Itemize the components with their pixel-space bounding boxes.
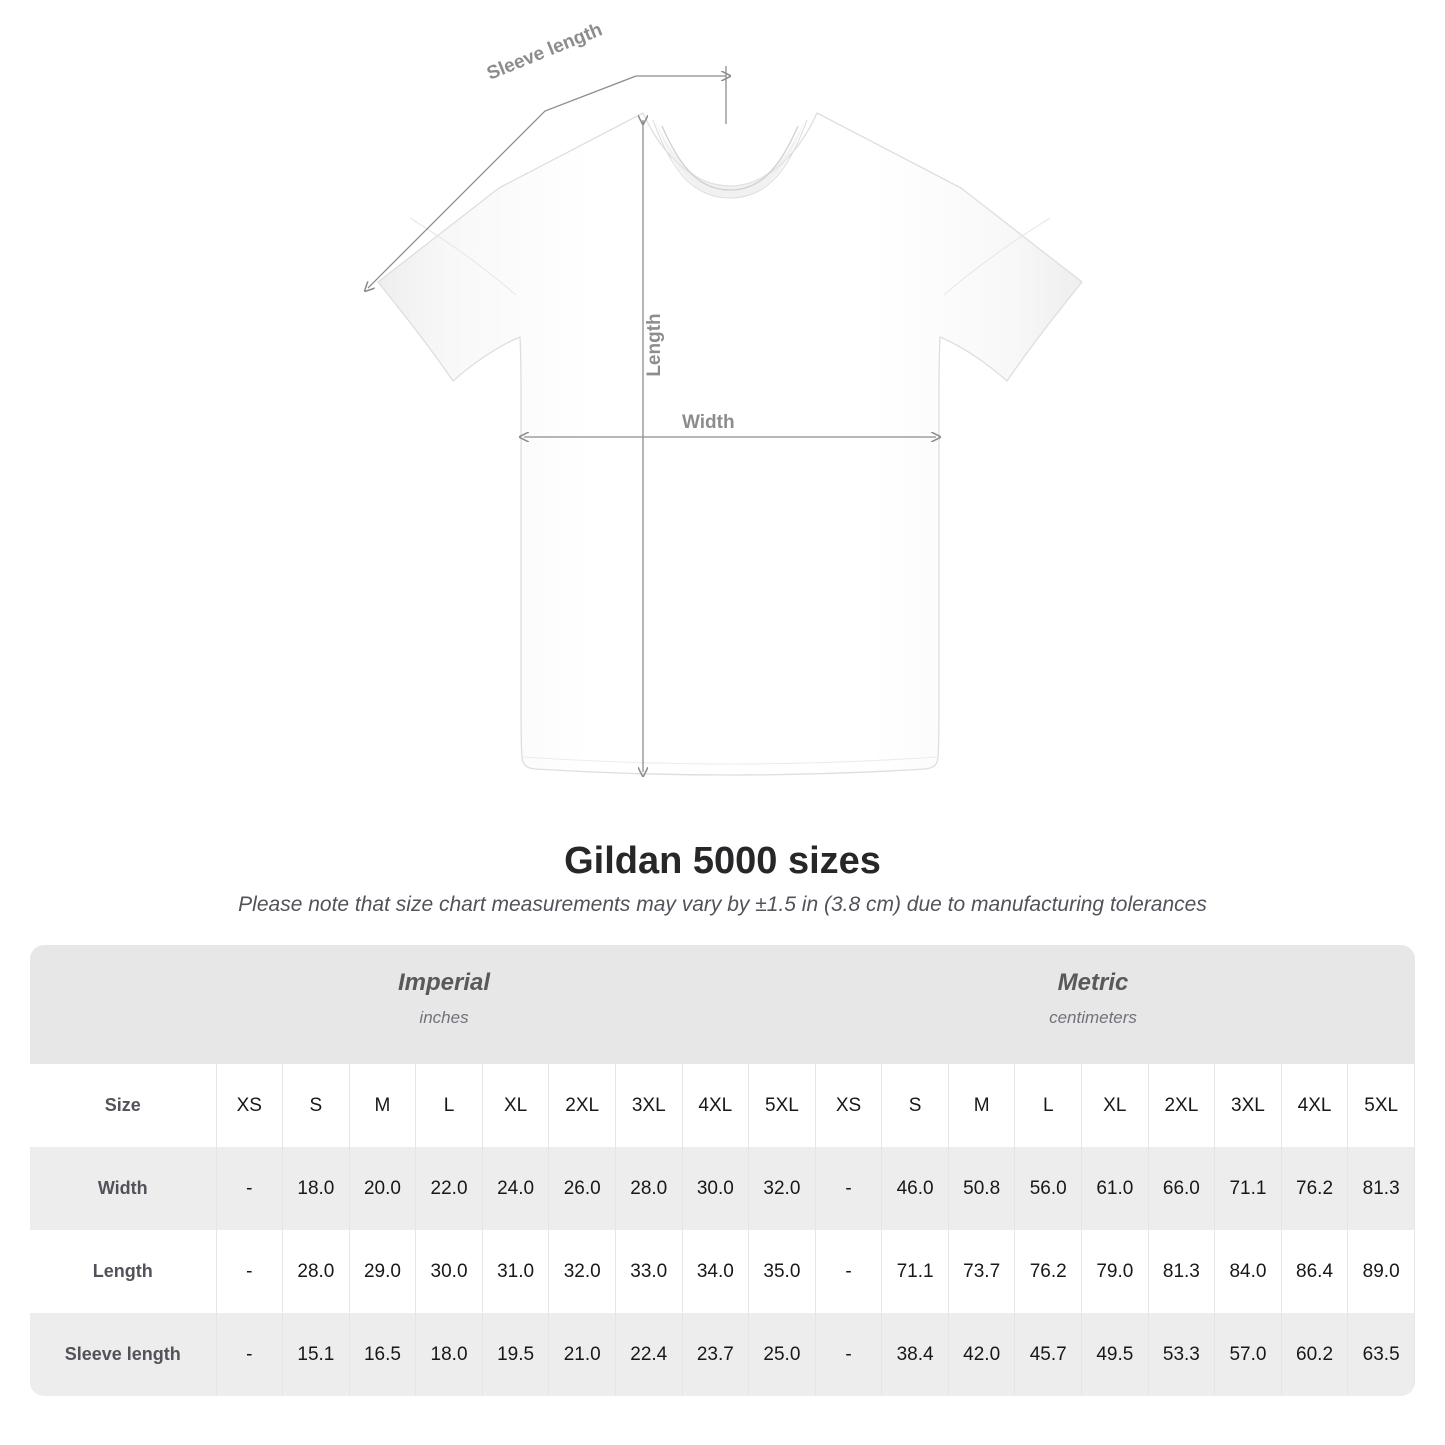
svg-text:Width: Width [682,412,735,433]
svg-text:Sleeve length: Sleeve length [484,19,605,84]
svg-text:Length: Length [644,313,665,376]
